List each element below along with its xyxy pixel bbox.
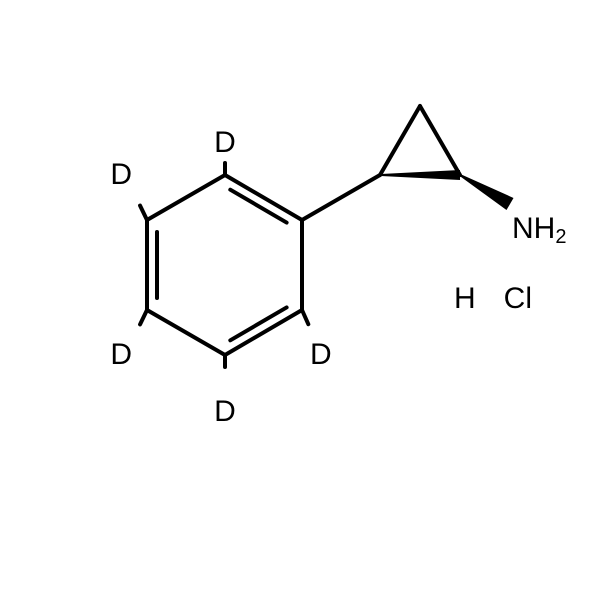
atom-label: D [214, 126, 236, 159]
atom-label: D [214, 395, 236, 428]
atom-label: HCl [454, 282, 532, 315]
atom-label: D [110, 338, 132, 371]
atom-label: D [310, 338, 332, 371]
atom-label: D [110, 158, 132, 191]
atom-label: NH2 [512, 212, 566, 248]
